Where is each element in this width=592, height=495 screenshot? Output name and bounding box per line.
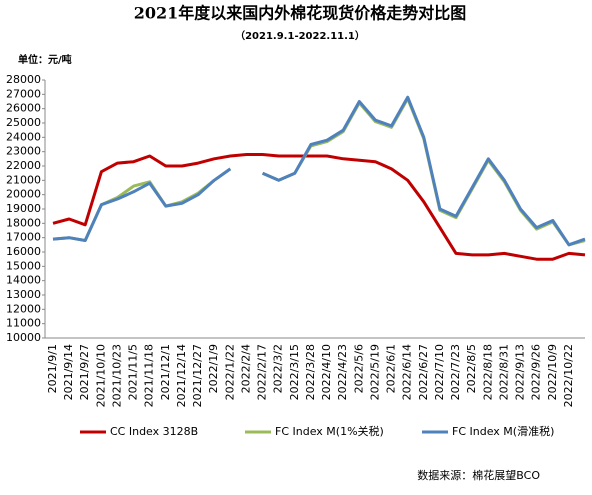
x-tick-label: 2022/9/13 bbox=[514, 344, 527, 400]
y-tick-label: 26000 bbox=[6, 102, 41, 115]
x-tick-label: 2021/11/5 bbox=[127, 344, 140, 400]
x-tick-label: 2022/2/17 bbox=[256, 344, 269, 400]
x-tick-label: 2022/4/10 bbox=[320, 344, 333, 400]
y-tick-label: 21000 bbox=[6, 173, 41, 186]
x-tick-label: 2022/1/22 bbox=[223, 344, 236, 400]
x-tick-label: 2022/3/28 bbox=[304, 344, 317, 400]
chart-title: 2021年度以来国内外棉花现货价格走势对比图 bbox=[134, 4, 467, 23]
series-line bbox=[52, 153, 586, 261]
x-tick-label: 2022/6/27 bbox=[417, 344, 430, 400]
x-tick-label: 2022/3/15 bbox=[288, 344, 301, 400]
y-tick-label: 11000 bbox=[6, 317, 41, 330]
series-line bbox=[52, 167, 232, 242]
x-tick-label: 2021/11/18 bbox=[143, 344, 156, 407]
x-tick-label: 2021/9/14 bbox=[62, 344, 75, 400]
y-tick-label: 25000 bbox=[6, 116, 41, 129]
y-tick-label: 18000 bbox=[6, 216, 41, 229]
x-tick-label: 2022/10/9 bbox=[546, 344, 559, 400]
x-tick-label: 2021/9/1 bbox=[46, 344, 59, 393]
x-tick-label: 2021/9/27 bbox=[78, 344, 91, 400]
y-tick-label: 17000 bbox=[6, 231, 41, 244]
y-tick-label: 28000 bbox=[6, 73, 41, 86]
y-tick-label: 12000 bbox=[6, 302, 41, 315]
series-line bbox=[52, 167, 232, 242]
x-tick-label: 2022/3/2 bbox=[272, 344, 285, 393]
series-line bbox=[261, 95, 586, 247]
x-tick-label: 2022/7/23 bbox=[449, 344, 462, 400]
y-tick-label: 23000 bbox=[6, 145, 41, 158]
series-line bbox=[261, 97, 586, 247]
x-tick-label: 2021/12/27 bbox=[191, 344, 204, 407]
legend-label: FC Index M(滑准税) bbox=[452, 424, 554, 438]
y-tick-label: 24000 bbox=[6, 130, 41, 143]
y-tick-label: 13000 bbox=[6, 288, 41, 301]
y-axis-label: 单位：元/吨 bbox=[18, 53, 72, 66]
x-tick-label: 2022/2/4 bbox=[239, 344, 252, 393]
chart-subtitle: （2021.9.1-2022.11.1） bbox=[235, 29, 365, 42]
x-tick-label: 2022/4/23 bbox=[336, 344, 349, 400]
legend-label: CC Index 3128B bbox=[110, 425, 198, 438]
x-tick-label: 2022/6/14 bbox=[401, 344, 414, 400]
y-tick-label: 10000 bbox=[6, 331, 41, 344]
x-tick-label: 2022/8/31 bbox=[497, 344, 510, 400]
x-tick-label: 2022/6/1 bbox=[385, 344, 398, 393]
y-tick-label: 22000 bbox=[6, 159, 41, 172]
x-tick-label: 2022/9/26 bbox=[530, 344, 543, 400]
y-tick-label: 19000 bbox=[6, 202, 41, 215]
x-tick-label: 2022/5/6 bbox=[352, 344, 365, 393]
y-tick-label: 15000 bbox=[6, 259, 41, 272]
y-tick-label: 14000 bbox=[6, 274, 41, 287]
x-tick-label: 2022/7/10 bbox=[433, 344, 446, 400]
y-tick-label: 16000 bbox=[6, 245, 41, 258]
x-tick-label: 2021/12/14 bbox=[175, 344, 188, 407]
x-tick-label: 2021/12/1 bbox=[159, 344, 172, 400]
x-tick-label: 2021/10/23 bbox=[110, 344, 123, 407]
x-tick-label: 2021/10/10 bbox=[94, 344, 107, 407]
legend-label: FC Index M(1%关税) bbox=[275, 424, 384, 438]
source: 数据来源：棉花展望BCO bbox=[417, 468, 540, 482]
x-tick-label: 2022/8/18 bbox=[481, 344, 494, 400]
x-tick-label: 2022/1/9 bbox=[207, 344, 220, 393]
y-tick-label: 27000 bbox=[6, 87, 41, 100]
x-tick-label: 2022/5/19 bbox=[368, 344, 381, 400]
y-tick-label: 20000 bbox=[6, 188, 41, 201]
x-tick-label: 2022/8/5 bbox=[465, 344, 478, 393]
x-tick-label: 2022/10/22 bbox=[562, 344, 575, 407]
